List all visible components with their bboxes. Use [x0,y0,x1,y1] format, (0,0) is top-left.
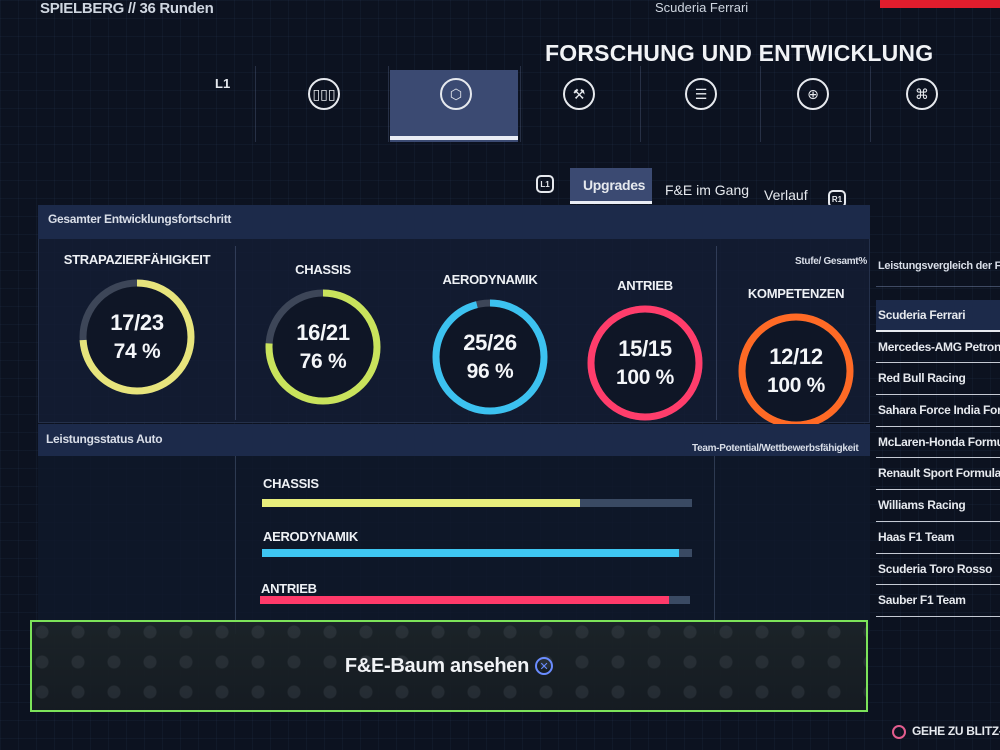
list-item[interactable]: Haas F1 Team [876,522,1000,554]
list-icon[interactable]: ☰ [685,78,717,110]
goto-label[interactable]: GEHE ZU BLITZ- [912,724,1000,738]
performance-bars: CHASSIS AERODYNAMIK ANTRIEB [235,456,715,634]
comparison-title: Leistungsvergleich der F [878,260,1000,272]
bar-track-antrieb [260,596,690,604]
status-panel-title: Leistungsstatus Auto [46,432,163,446]
ring-svg [432,299,548,415]
ring-percent: 100 % [615,366,675,389]
divider [716,246,717,420]
circle-button-icon [892,725,906,739]
bar-track-chassis [262,499,692,507]
tab-upgrades[interactable]: Upgrades [583,177,646,193]
team-potential-label: Team-Potential/Wettbewerbsfähigkeit [692,443,859,454]
ring-antrieb: ANTRIEB 15/15 100 % [565,278,725,423]
tab-active-underline [570,201,652,204]
tab-verlauf[interactable]: Verlauf [764,187,808,203]
page-title: FORSCHUNG UND ENTWICKLUNG [545,40,934,66]
category-active-underline [390,136,518,140]
team-name: Scuderia Ferrari [655,0,749,15]
ring-label: ANTRIEB [617,278,673,293]
divider [876,286,1000,287]
ring-gauge: 17/23 74 % [77,277,197,397]
ring-progress-arc [265,289,381,405]
divider [760,66,761,142]
list-item[interactable]: Renault Sport Formula One [876,458,1000,491]
ring-chassis: CHASSIS 16/21 76 % [243,262,403,407]
ring-label: STRAPAZIERFÄHIGKEIT [63,252,211,267]
status-panel-header [38,424,870,456]
shoulder-left-icon[interactable]: L1 [215,76,231,91]
ring-gauge: 12/12 100 % [736,311,856,431]
divider [235,246,236,420]
ring-gauge: 16/21 76 % [263,287,383,407]
trophy-icon[interactable]: ⌘ [906,78,938,110]
bar-fill-aerodynamik [262,549,680,557]
shoulder-left-tab-icon[interactable]: L1 [536,175,554,193]
globe-icon[interactable]: ⊕ [797,78,829,110]
ring-label: CHASSIS [295,262,351,277]
bar-label-chassis: CHASSIS [263,476,319,491]
ring-svg [265,289,381,405]
ring-progress-arc [79,279,195,395]
divider [255,66,256,142]
ring-gauge: 15/15 100 % [585,303,705,423]
list-item[interactable]: Sahara Force India Formula [876,395,1000,427]
ring-percent: 76 % [299,350,347,373]
tab-fe-im-gang[interactable]: F&E im Gang [665,182,750,198]
ring-percent: 96 % [466,360,514,383]
ring-percent: 74 % [113,340,161,363]
bar-label-aerodynamik: AERODYNAMIK [263,529,358,544]
bar-track-aerodynamik [262,549,692,557]
wrench-icon[interactable]: ⚒ [563,78,595,110]
venue-label: SPIELBERG // 36 Runden [40,0,214,17]
list-item[interactable]: Williams Racing [876,490,1000,522]
hex-pattern [32,622,866,710]
ring-kompetenzen: KOMPETENZEN 12/12 100 % [716,286,876,431]
progress-panel-header [38,205,870,239]
ring-svg [738,313,854,429]
accent-bar [880,0,1000,8]
ring-aerodynamik: AERODYNAMIK 25/26 96 % [410,272,570,417]
tab-active-highlight [570,168,652,202]
ring-label: AERODYNAMIK [442,272,538,287]
ring-count: 15/15 [618,336,672,361]
divider [388,66,389,142]
bar-fill-antrieb [260,596,669,604]
cross-button-icon: ✕ [535,657,554,675]
ring-label: KOMPETENZEN [747,286,845,301]
ring-count: 12/12 [769,344,823,369]
ring-svg [587,305,703,421]
gear-bolt-icon[interactable]: ⬡ [440,78,472,110]
ring-gauge: 25/26 96 % [430,297,550,417]
divider [870,66,871,142]
ring-progress-arc [432,299,548,415]
divider [520,66,521,142]
ring-strapazierfaehigkeit: STRAPAZIERFÄHIGKEIT 17/23 74 % [57,252,217,397]
progress-panel-title: Gesamter Entwicklungsfortschritt [48,212,232,226]
list-item[interactable]: Mercedes-AMG Petronas [876,332,1000,364]
team-comparison-list: Scuderia Ferrari Mercedes-AMG Petronas R… [876,300,1000,617]
bar-label-antrieb: ANTRIEB [261,581,317,596]
ring-count: 25/26 [463,330,517,355]
ring-count: 16/21 [296,320,350,345]
stufe-label: Stufe/ Gesamt% [795,256,867,267]
list-item[interactable]: Red Bull Racing [876,363,1000,396]
list-item[interactable]: McLaren-Honda Formula [876,427,1000,459]
ring-count: 17/23 [110,310,164,335]
view-fe-tree-button[interactable]: F&E-Baum ansehen ✕ [30,620,868,712]
list-item[interactable]: Sauber F1 Team [876,585,1000,617]
list-item[interactable]: Scuderia Toro Rosso [876,554,1000,586]
ring-percent: 100 % [766,374,826,397]
list-item[interactable]: Scuderia Ferrari [876,300,1000,332]
bar-fill-chassis [262,499,581,507]
ring-progress-arc [587,305,703,421]
tyres-icon[interactable]: ▯▯▯ [308,78,340,110]
ring-svg [79,279,195,395]
divider [640,66,641,142]
view-fe-tree-label: F&E-Baum ansehen [344,654,530,677]
